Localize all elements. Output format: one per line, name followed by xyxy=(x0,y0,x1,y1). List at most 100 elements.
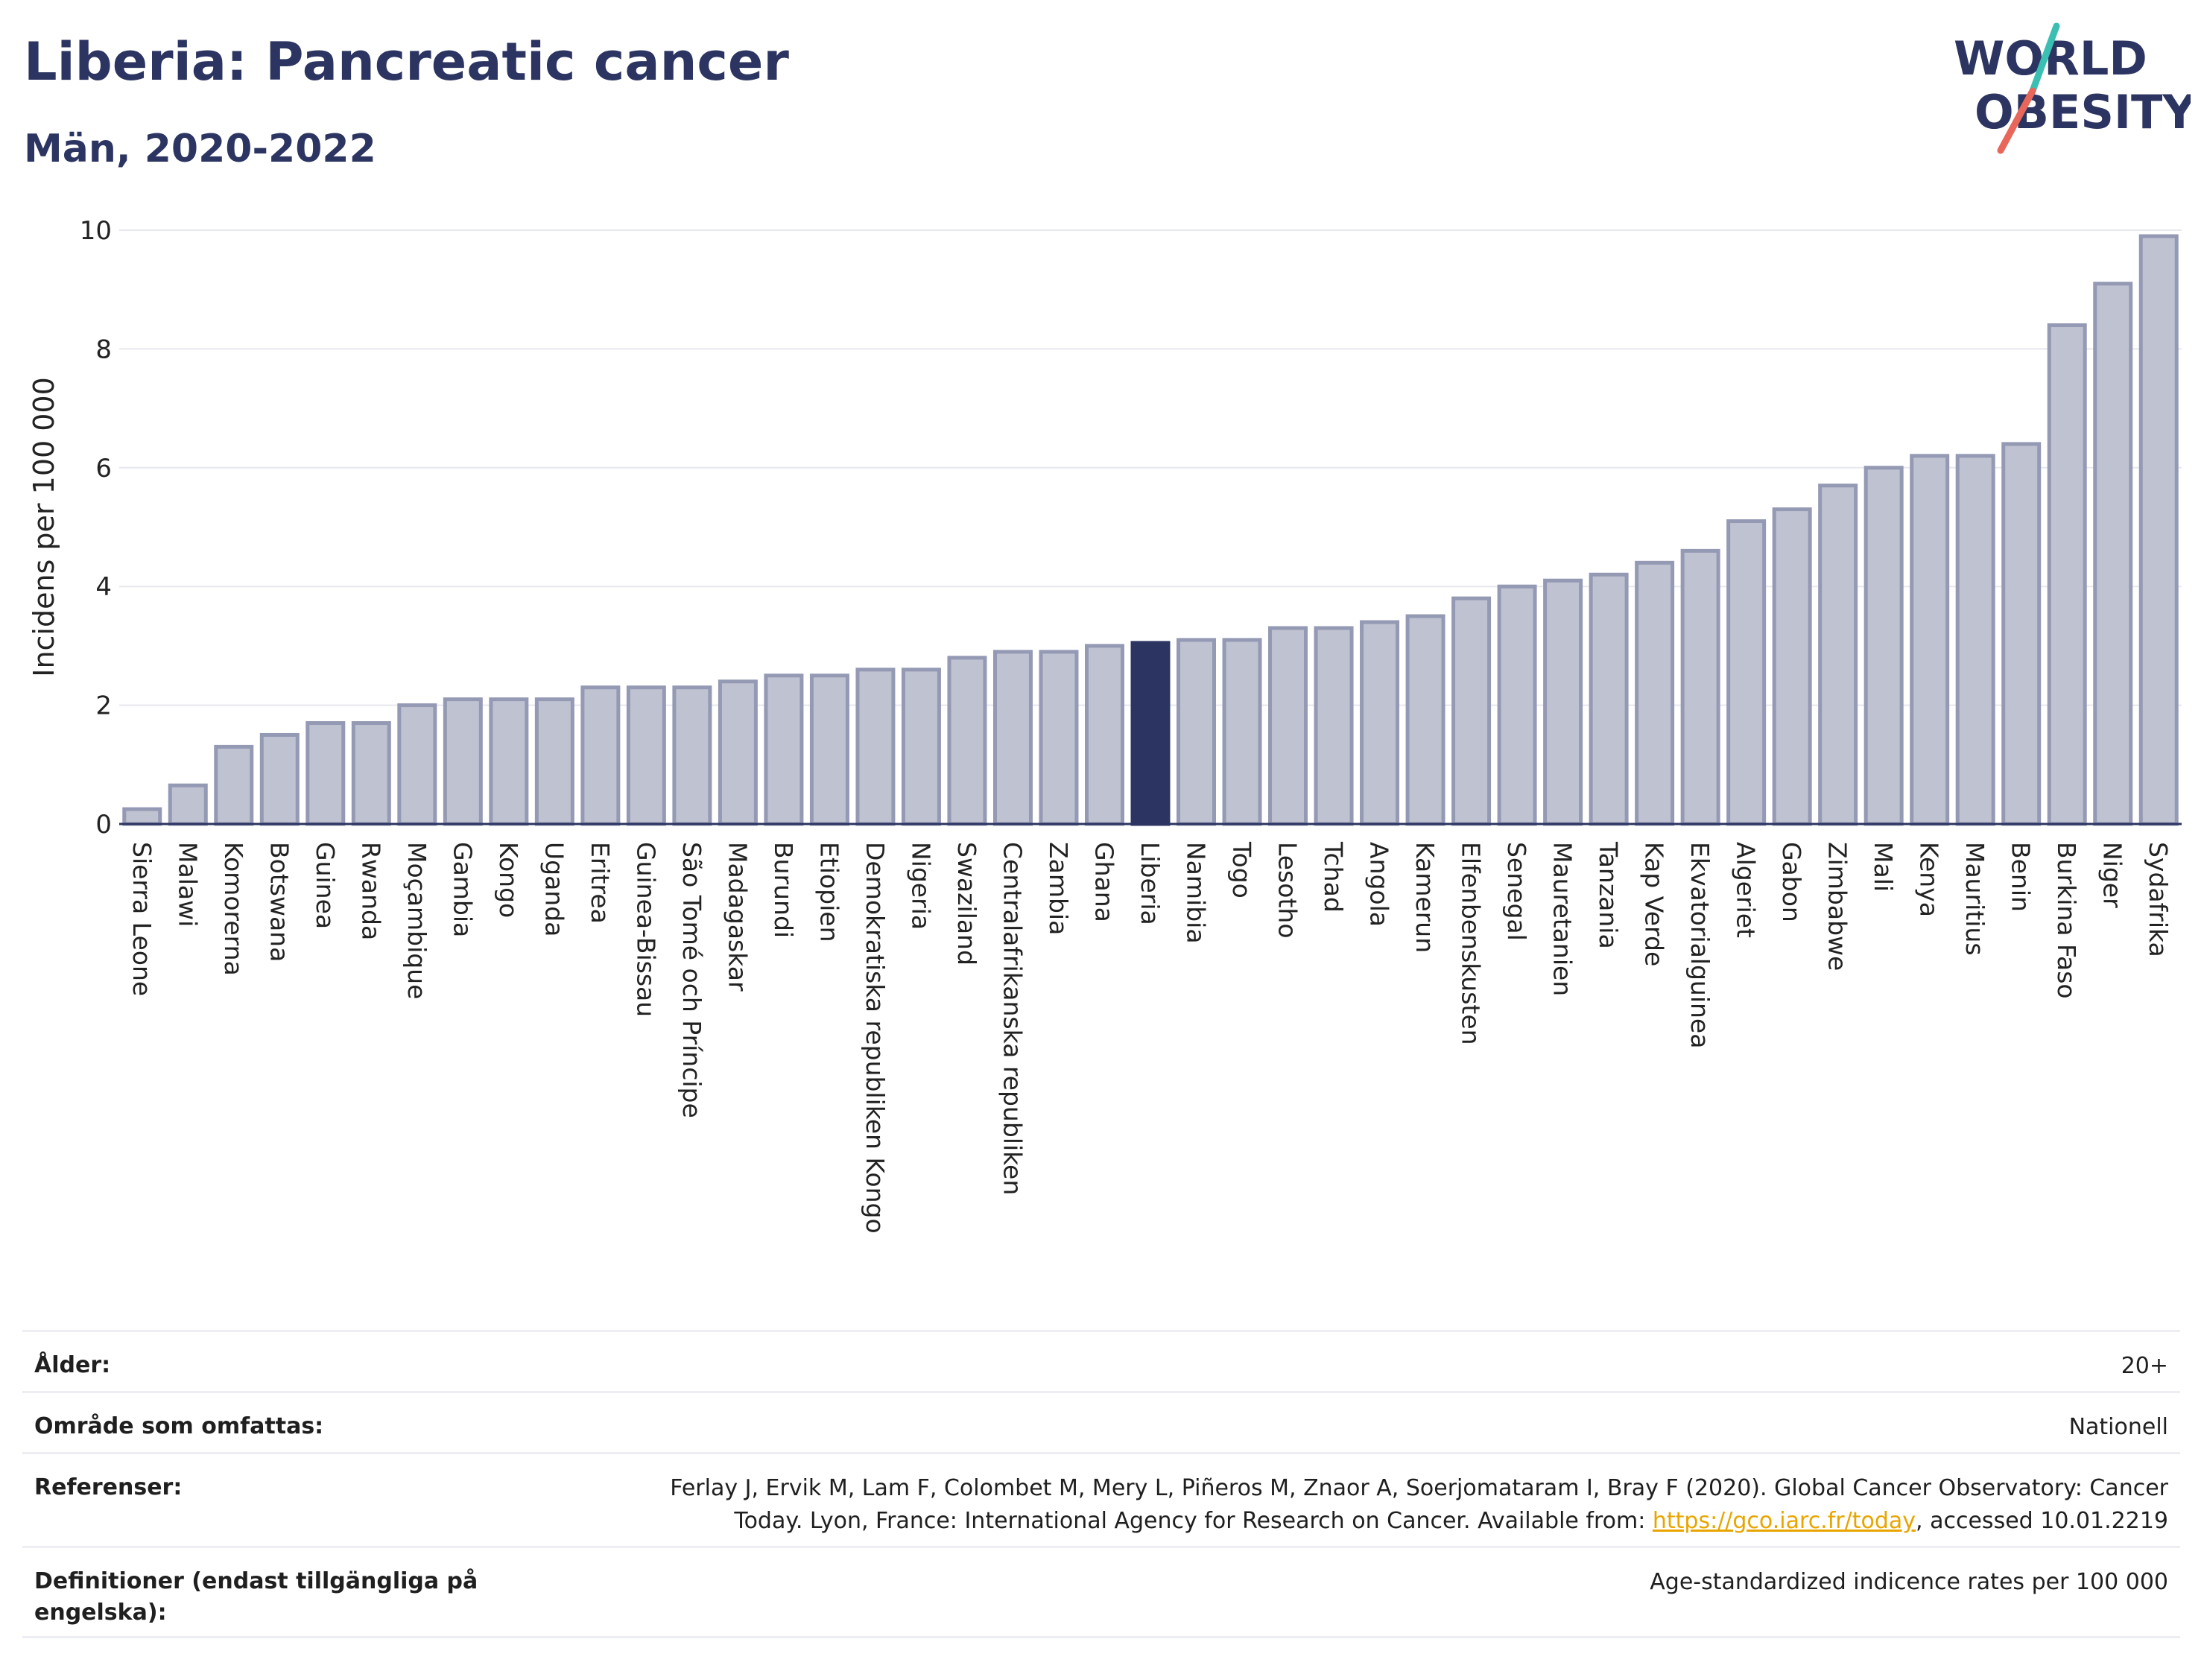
x-tick-label: Tchad xyxy=(1319,841,1348,913)
bar-gabon xyxy=(1772,507,1812,826)
bar-nigeria xyxy=(901,668,941,826)
bar-liberia xyxy=(1130,641,1171,826)
references-link[interactable]: https://gco.iarc.fr/today xyxy=(1652,1508,1916,1534)
x-tick-label: Komorerna xyxy=(219,842,248,976)
bar-mauritius xyxy=(1955,454,1995,826)
bar-rwanda xyxy=(351,721,391,826)
x-tick-label: Rwanda xyxy=(356,842,385,940)
x-tick-label: Etiopien xyxy=(814,842,843,942)
x-tick-label: Centralafrikanska republiken xyxy=(998,842,1027,1195)
x-tick-label: Niger xyxy=(2098,842,2127,908)
bar-burundi xyxy=(764,673,804,826)
y-axis-label: Incidens per 100 000 xyxy=(28,377,60,677)
bar-tchad xyxy=(1314,626,1354,826)
bar-algeriet xyxy=(1726,519,1767,826)
references-text-1: Ferlay J, Ervik M, Lam F, Colombet M, Me… xyxy=(670,1475,2168,1501)
bar-burkina-faso xyxy=(2047,323,2087,826)
x-tick-label: Nigeria xyxy=(906,842,935,930)
y-tick-label: 10 xyxy=(80,216,112,246)
x-tick-label: Mauritius xyxy=(1960,842,1989,956)
bar-angola xyxy=(1360,620,1400,826)
x-tick-label: Kamerun xyxy=(1410,842,1440,953)
bar-senegal xyxy=(1497,584,1537,826)
x-tick-label: Zambia xyxy=(1044,842,1073,935)
bar-namibia xyxy=(1177,638,1217,826)
bar-mali xyxy=(1863,466,1904,826)
x-tick-label: Kap Verde xyxy=(1640,842,1669,966)
bar-tanzania xyxy=(1589,572,1629,826)
bar-uganda xyxy=(534,697,574,826)
y-tick-label: 0 xyxy=(95,810,112,840)
bar-demokratiska-republiken-kongo xyxy=(855,668,896,826)
bar-kenya xyxy=(1910,454,1950,826)
bar-swaziland xyxy=(947,656,987,826)
bar-madagaskar xyxy=(718,679,758,826)
x-tick-label: Malawi xyxy=(173,842,202,927)
x-tick-label: Mauretanien xyxy=(1548,842,1577,996)
area-label: Område som omfattas: xyxy=(34,1413,324,1439)
age-value: 20+ xyxy=(2121,1353,2168,1379)
x-tick-label: Burundi xyxy=(769,842,798,938)
references-label: Referenser: xyxy=(34,1474,183,1500)
x-tick-label: Gabon xyxy=(1777,842,1806,922)
x-tick-label: Madagaskar xyxy=(723,842,752,992)
x-tick-label: Guinea xyxy=(311,842,340,929)
info-table: Ålder: 20+ Område som omfattas: Nationel… xyxy=(22,1330,2180,1638)
bar-niger xyxy=(2093,282,2133,826)
x-tick-label: Lesotho xyxy=(1273,842,1302,939)
x-tick-label: Kenya xyxy=(1915,842,1944,917)
bar-eritrea xyxy=(580,685,621,826)
bar-kamerun xyxy=(1405,614,1445,826)
x-tick-label: Demokratiska republiken Kongo xyxy=(861,842,890,1234)
world-obesity-logo: WORLD OBESITY xyxy=(1954,22,2191,154)
bar-lesotho xyxy=(1268,626,1308,826)
references-text-2: Today. Lyon, France: International Agenc… xyxy=(734,1508,1653,1534)
x-tick-label: Uganda xyxy=(539,842,569,936)
x-tick-label: Mali xyxy=(1869,842,1898,892)
bar-zimbabwe xyxy=(1818,484,1858,826)
logo-slash-coral xyxy=(1997,87,2036,154)
bar-centralafrikanska-republiken xyxy=(992,650,1033,826)
bar-guinea-bissau xyxy=(626,685,666,826)
x-tick-label: Togo xyxy=(1227,841,1256,898)
x-tick-label: Moçambique xyxy=(402,842,431,999)
references-text-3: , accessed 10.01.2219 xyxy=(1916,1508,2168,1534)
logo-slash-teal xyxy=(2029,22,2060,95)
y-axis-ticks: 0 2 4 6 8 10 xyxy=(80,216,112,840)
bar-elfenbenskusten xyxy=(1451,596,1492,826)
x-tick-label: Benin xyxy=(2007,842,2036,912)
bar-kap-verde xyxy=(1635,560,1675,826)
area-value: Nationell xyxy=(2068,1414,2168,1440)
bar-sierra-leone xyxy=(122,807,162,826)
x-tick-label: Burkina Faso xyxy=(2052,842,2081,999)
x-tick-label: Eritrea xyxy=(586,842,615,924)
x-tick-label: Sierra Leone xyxy=(127,842,156,996)
info-row-definitions: Definitioner (endast tillgängliga på eng… xyxy=(22,1546,2180,1638)
bar-kongo xyxy=(489,697,529,826)
page-title: Liberia: Pancreatic cancer xyxy=(24,31,789,92)
definitions-label: Definitioner (endast tillgängliga på eng… xyxy=(34,1568,478,1626)
x-tick-label: Algeriet xyxy=(1732,842,1761,938)
x-tick-label: Sydafrika xyxy=(2144,842,2173,957)
x-tick-label: Elfenbenskusten xyxy=(1457,842,1486,1045)
x-tick-label: Kongo xyxy=(494,842,523,918)
references-value: Ferlay J, Ervik M, Lam F, Colombet M, Me… xyxy=(670,1472,2168,1538)
bar-zambia xyxy=(1039,650,1079,826)
info-row-references: Referenser: Ferlay J, Ervik M, Lam F, Co… xyxy=(22,1452,2180,1546)
bar-mauretanien xyxy=(1543,578,1583,826)
bar-botswana xyxy=(259,732,300,826)
x-tick-label: Botswana xyxy=(265,842,294,962)
y-tick-label: 6 xyxy=(95,454,112,484)
y-tick-label: 8 xyxy=(95,335,112,364)
x-tick-label: Swaziland xyxy=(952,842,981,966)
bar-benin xyxy=(2001,442,2042,826)
x-tick-label: Ghana xyxy=(1089,842,1118,922)
x-tick-label: Zimbabwe xyxy=(1823,842,1852,971)
bar-guinea xyxy=(305,721,346,826)
x-tick-label: Tanzania xyxy=(1594,841,1623,949)
x-tick-label: São Tomé och Príncipe xyxy=(677,842,706,1118)
y-tick-label: 2 xyxy=(95,691,112,721)
bar-komorerna xyxy=(214,744,254,826)
bar-mo-ambique xyxy=(397,703,437,826)
bar-togo xyxy=(1222,638,1262,826)
